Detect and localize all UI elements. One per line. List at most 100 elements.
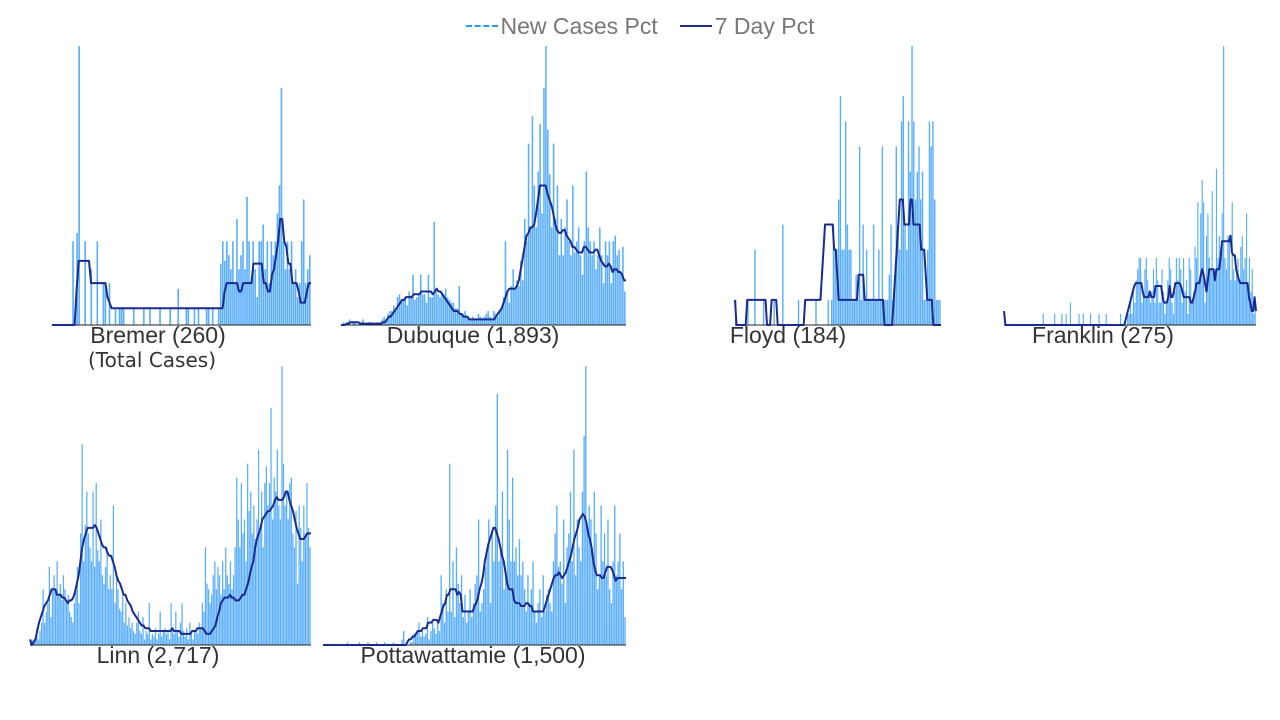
legend-item-new-cases[interactable]: New Cases Pct <box>465 13 658 40</box>
bar-floyd-114 <box>934 199 936 325</box>
bar-floyd-78 <box>871 299 873 325</box>
bar-linn-89 <box>168 639 171 645</box>
bar-linn-7 <box>40 622 43 645</box>
bar-franklin-88 <box>1130 302 1132 325</box>
legend-item-seven-day[interactable]: 7 Day Pct <box>679 13 814 40</box>
bar-linn-170 <box>295 511 297 645</box>
bar-franklin-147 <box>1214 280 1216 325</box>
bar-franklin-92 <box>1135 280 1137 325</box>
bar-franklin-94 <box>1138 258 1140 325</box>
bar-pottawattamie-82 <box>462 617 464 645</box>
bar-dubuque-30 <box>398 294 401 325</box>
bar-linn-30 <box>76 566 79 645</box>
bar-dubuque-142 <box>614 235 616 325</box>
bar-bremer-34 <box>120 308 123 325</box>
bar-linn-69 <box>137 611 139 645</box>
bar-pottawattamie-119 <box>525 611 527 645</box>
bar-linn-66 <box>133 631 135 645</box>
bar-pottawattamie-125 <box>535 622 538 645</box>
bar-linn-117 <box>212 575 214 645</box>
bar-dubuque-61 <box>458 285 461 325</box>
bar-dubuque-60 <box>456 308 459 325</box>
bar-pottawattamie-67 <box>437 622 439 645</box>
bar-franklin-91 <box>1134 302 1136 325</box>
bar-pottawattamie-87 <box>471 617 473 645</box>
bar-pottawattamie-174 <box>619 533 621 645</box>
bar-floyd-62 <box>843 249 845 325</box>
bar-floyd-70 <box>857 299 859 325</box>
bar-franklin-160 <box>1233 269 1235 325</box>
seven-day-line-franklin <box>1003 234 1257 326</box>
bar-pottawattamie-97 <box>488 519 490 645</box>
bar-dubuque-86 <box>506 291 509 325</box>
bar-linn-20 <box>61 600 63 645</box>
bar-franklin-129 <box>1188 258 1190 325</box>
bar-franklin-128 <box>1187 313 1189 325</box>
bar-floyd-7 <box>747 299 749 325</box>
bar-bremer-35 <box>122 308 125 325</box>
bar-linn-19 <box>59 583 61 645</box>
bar-dubuque-108 <box>548 174 551 325</box>
bar-pottawattamie-142 <box>564 603 567 645</box>
bar-floyd-65 <box>848 249 850 325</box>
bar-linn-177 <box>306 483 308 645</box>
bar-dubuque-147 <box>624 291 626 325</box>
bar-bremer-88 <box>230 269 232 325</box>
bar-dubuque-84 <box>502 297 505 325</box>
bar-linn-65 <box>131 622 133 645</box>
bar-linn-17 <box>56 561 58 645</box>
bar-franklin-131 <box>1191 302 1193 325</box>
seven-day-line-pottawattamie <box>323 512 626 646</box>
bar-linn-40 <box>92 491 94 645</box>
bar-dubuque-113 <box>558 255 561 325</box>
bar-pottawattamie-70 <box>442 603 444 645</box>
bar-floyd-87 <box>886 299 889 325</box>
bar-dubuque-119 <box>570 255 572 325</box>
bar-linn-130 <box>232 575 235 645</box>
bar-pottawattamie-14 <box>346 642 349 645</box>
bar-bremer-31 <box>114 308 117 325</box>
bar-floyd-111 <box>928 121 931 325</box>
bar-pottawattamie-101 <box>494 505 497 645</box>
bar-pottawattamie-57 <box>420 636 422 645</box>
bar-floyd-95 <box>900 121 903 325</box>
bar-linn-154 <box>270 407 272 645</box>
bar-linn-98 <box>182 631 185 645</box>
bar-pottawattamie-136 <box>554 533 556 645</box>
bar-linn-38 <box>89 547 91 645</box>
bar-franklin-109 <box>1160 302 1162 325</box>
bar-franklin-119 <box>1174 291 1176 325</box>
bar-pottawattamie-77 <box>454 617 456 645</box>
bar-pottawattamie-55 <box>416 631 418 645</box>
bar-dubuque-78 <box>491 319 493 325</box>
bar-pottawattamie-132 <box>547 589 550 645</box>
bar-pottawattamie-78 <box>455 547 458 645</box>
bar-linn-11 <box>47 603 49 645</box>
bar-pottawattamie-147 <box>573 449 575 645</box>
bar-bremer-102 <box>258 241 261 325</box>
bar-bremer-110 <box>274 241 277 325</box>
bar-pottawattamie-157 <box>590 519 592 645</box>
bar-dubuque-123 <box>577 227 580 325</box>
bar-linn-179 <box>309 547 311 645</box>
bar-pottawattamie-53 <box>413 633 415 645</box>
panel-bremer: Bremer (260) <box>52 46 311 348</box>
bar-pottawattamie-146 <box>571 561 573 645</box>
bar-linn-134 <box>239 547 241 645</box>
bar-bremer-99 <box>252 241 254 325</box>
bar-floyd-116 <box>937 299 939 325</box>
bar-linn-82 <box>158 633 160 645</box>
bar-floyd-108 <box>923 299 925 325</box>
bar-pottawattamie-79 <box>457 583 459 645</box>
bar-dubuque-59 <box>454 308 457 325</box>
bar-franklin-141 <box>1205 235 1208 325</box>
bar-dubuque-115 <box>562 255 564 325</box>
bar-dubuque-70 <box>475 319 478 325</box>
bar-franklin-113 <box>1165 302 1167 325</box>
bar-pottawattamie-99 <box>491 533 493 645</box>
bar-franklin-27 <box>1042 313 1044 325</box>
bar-linn-127 <box>228 583 230 645</box>
bar-linn-173 <box>300 527 302 645</box>
bar-dubuque-58 <box>452 302 455 325</box>
bar-pottawattamie-31 <box>375 642 378 645</box>
